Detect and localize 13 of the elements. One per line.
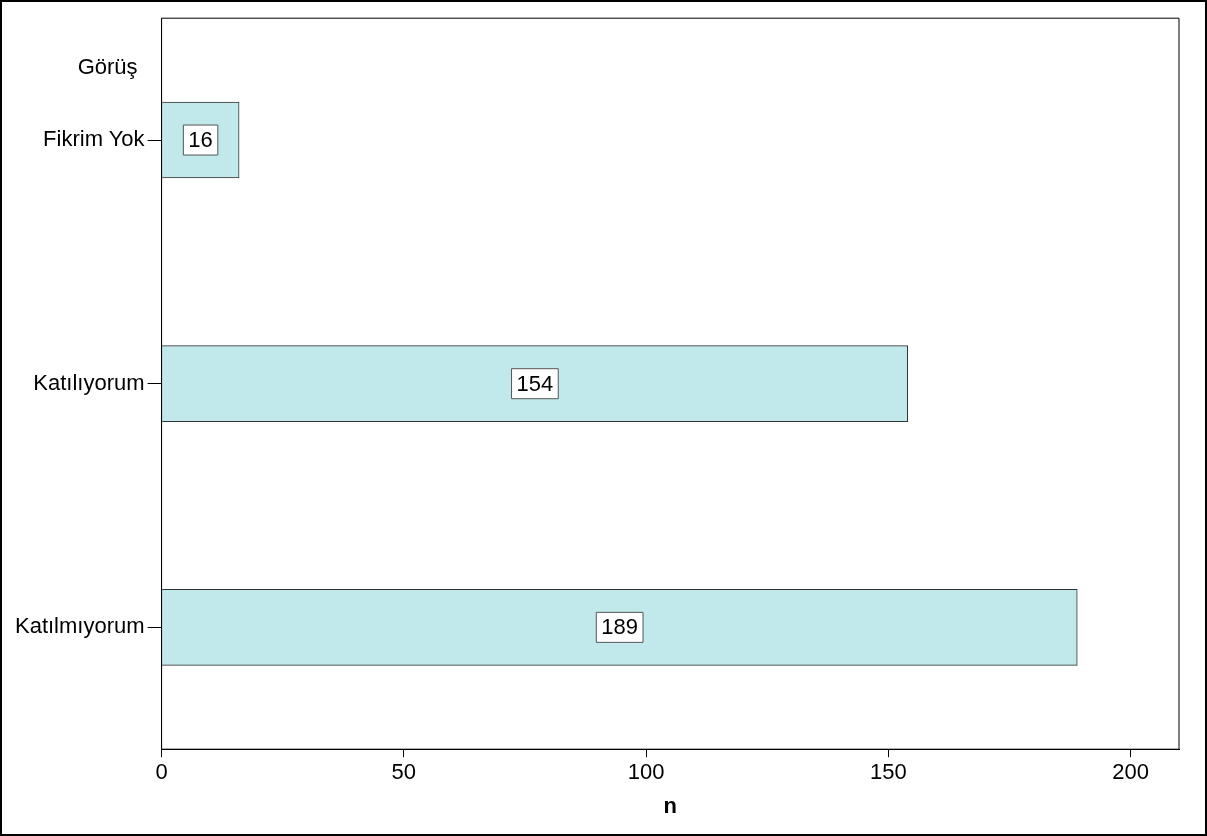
x-tick-label: 150: [869, 759, 907, 785]
x-tick-label: 200: [1112, 759, 1149, 785]
y-tick-label: Fikrim Yok: [43, 126, 146, 152]
y-axis-title: Görüş: [77, 54, 138, 80]
x-axis-title: n: [663, 792, 678, 818]
y-tick-label: Katılmıyorum: [14, 613, 145, 639]
x-tick-label: 100: [627, 759, 665, 785]
data-label: 189: [601, 614, 639, 640]
data-label: 154: [516, 370, 554, 396]
data-label: 16: [188, 127, 213, 153]
x-tick-label: 0: [155, 759, 168, 785]
y-tick-label: Katılıyorum: [33, 369, 145, 395]
x-tick-label: 50: [391, 759, 417, 785]
